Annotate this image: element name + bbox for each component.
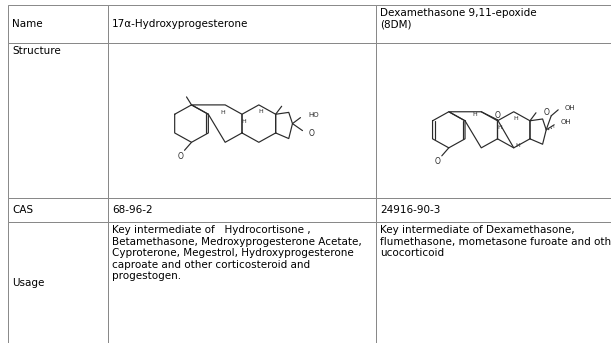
Bar bbox=[108, 198, 376, 222]
Bar bbox=[108, 5, 376, 43]
Text: O: O bbox=[309, 129, 315, 138]
Bar bbox=[376, 5, 611, 43]
Text: Dexamethasone 9,11-epoxide
(8DM): Dexamethasone 9,11-epoxide (8DM) bbox=[380, 8, 536, 29]
Text: Structure: Structure bbox=[12, 46, 60, 56]
Text: 24916-90-3: 24916-90-3 bbox=[380, 205, 441, 215]
Text: Name: Name bbox=[12, 19, 43, 29]
Text: O: O bbox=[178, 152, 183, 161]
Bar bbox=[8, 222, 108, 343]
Bar bbox=[108, 222, 376, 343]
Text: O: O bbox=[494, 111, 500, 120]
Text: Usage: Usage bbox=[12, 278, 45, 288]
Text: H: H bbox=[221, 110, 225, 115]
Text: O: O bbox=[435, 157, 441, 166]
Text: OH: OH bbox=[560, 119, 571, 125]
Bar bbox=[108, 43, 376, 198]
Text: H: H bbox=[472, 112, 477, 117]
Text: H: H bbox=[497, 125, 502, 130]
Bar bbox=[376, 222, 611, 343]
Bar bbox=[8, 198, 108, 222]
Text: Key intermediate of Dexamethasone,
flumethasone, mometasone furoate and other gl: Key intermediate of Dexamethasone, flume… bbox=[380, 225, 611, 258]
Text: 68-96-2: 68-96-2 bbox=[112, 205, 153, 215]
Text: Key intermediate of   Hydrocortisone ,
Betamethasone, Medroxyprogesterone Acetat: Key intermediate of Hydrocortisone , Bet… bbox=[112, 225, 362, 281]
Bar bbox=[8, 43, 108, 198]
Bar bbox=[376, 198, 611, 222]
Text: O: O bbox=[543, 108, 549, 117]
Text: OH: OH bbox=[564, 105, 575, 111]
Bar bbox=[376, 43, 611, 198]
Text: CAS: CAS bbox=[12, 205, 33, 215]
Text: H: H bbox=[258, 109, 263, 115]
Bar bbox=[8, 5, 108, 43]
Text: H: H bbox=[515, 143, 520, 148]
Text: H: H bbox=[241, 119, 246, 124]
Text: HO: HO bbox=[309, 111, 319, 118]
Text: H: H bbox=[513, 116, 518, 121]
Text: 17α-Hydroxyprogesterone: 17α-Hydroxyprogesterone bbox=[112, 19, 249, 29]
